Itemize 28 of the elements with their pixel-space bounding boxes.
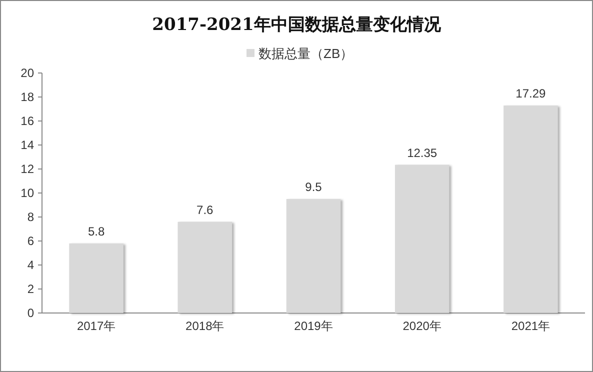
x-tick-label: 2018年 xyxy=(186,319,224,333)
data-label: 12.35 xyxy=(407,146,438,160)
y-tick-label: 18 xyxy=(20,90,34,104)
y-tick-label: 10 xyxy=(20,186,34,200)
y-tick-label: 0 xyxy=(27,306,34,320)
y-tick-label: 16 xyxy=(20,114,34,128)
y-tick-label: 2 xyxy=(27,282,34,296)
x-tick-label: 2019年 xyxy=(294,319,333,333)
data-label: 7.6 xyxy=(196,202,214,217)
data-label: 9.5 xyxy=(305,180,322,194)
y-tick-label: 14 xyxy=(20,138,34,152)
bar xyxy=(394,164,450,313)
bar xyxy=(178,222,232,313)
legend-label: 数据总量（ZB） xyxy=(258,46,354,61)
data-label: 17.29 xyxy=(516,86,546,101)
bar xyxy=(286,199,341,313)
y-tick-label: 8 xyxy=(27,210,34,224)
x-tick-label: 2021年 xyxy=(511,319,550,333)
x-tick-label: 2017年 xyxy=(76,319,116,333)
y-tick-label: 12 xyxy=(20,162,34,176)
y-tick-label: 6 xyxy=(27,234,34,248)
bar xyxy=(69,243,124,313)
x-tick-label: 2020年 xyxy=(402,319,442,333)
y-tick-label: 4 xyxy=(27,258,34,272)
chart-title: 2017-2021年中国数据总量变化情况 xyxy=(152,15,442,35)
data-label: 5.8 xyxy=(88,224,105,238)
y-tick-label: 20 xyxy=(20,66,34,80)
bar xyxy=(504,106,558,313)
